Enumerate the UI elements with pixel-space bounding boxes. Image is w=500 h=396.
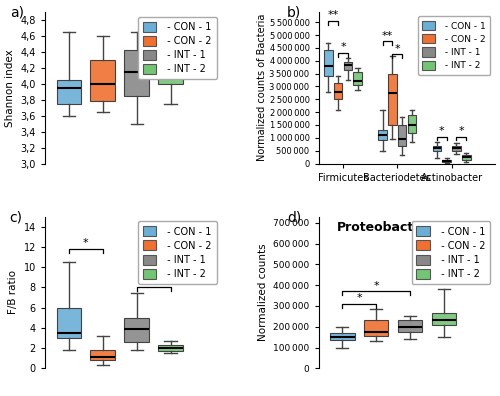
PathPatch shape (378, 130, 387, 141)
Legend:  - CON - 1,  - CON - 2,  - INT - 1,  - INT - 2: - CON - 1, - CON - 2, - INT - 1, - INT -… (412, 221, 490, 284)
PathPatch shape (124, 50, 149, 96)
PathPatch shape (330, 333, 354, 340)
PathPatch shape (344, 62, 352, 70)
Text: *: * (340, 42, 346, 52)
PathPatch shape (398, 125, 406, 146)
Text: c): c) (10, 211, 22, 225)
PathPatch shape (408, 115, 416, 133)
Legend:  - CON - 1,  - CON - 2,  - INT - 1,  - INT - 2: - CON - 1, - CON - 2, - INT - 1, - INT -… (138, 221, 216, 284)
PathPatch shape (90, 60, 115, 101)
Text: *: * (458, 126, 464, 136)
Y-axis label: Normalized counts: Normalized counts (258, 244, 268, 341)
Text: *: * (356, 293, 362, 303)
PathPatch shape (364, 320, 388, 336)
Text: d): d) (287, 211, 301, 225)
PathPatch shape (442, 160, 451, 162)
Text: b): b) (287, 6, 301, 20)
Text: *: * (439, 126, 444, 136)
Y-axis label: Normalized counts of Bacteria: Normalized counts of Bacteria (256, 14, 266, 162)
PathPatch shape (462, 154, 470, 160)
PathPatch shape (90, 350, 115, 360)
PathPatch shape (124, 318, 149, 342)
PathPatch shape (354, 72, 362, 85)
PathPatch shape (432, 146, 441, 151)
PathPatch shape (388, 74, 396, 125)
Text: *: * (151, 277, 156, 287)
Text: *: * (394, 44, 400, 53)
Text: *: * (83, 238, 88, 248)
PathPatch shape (56, 80, 81, 104)
PathPatch shape (398, 320, 422, 332)
Text: Proteobacteria: Proteobacteria (337, 221, 442, 234)
Text: **: ** (382, 30, 393, 41)
Y-axis label: Shannon index: Shannon index (5, 49, 15, 127)
PathPatch shape (158, 345, 183, 350)
Text: *: * (374, 281, 379, 291)
Text: **: ** (328, 10, 339, 20)
PathPatch shape (432, 313, 456, 325)
Legend:  - CON - 1,  - CON - 2,  - INT - 1,  - INT - 2: - CON - 1, - CON - 2, - INT - 1, - INT -… (418, 16, 490, 75)
Y-axis label: F/B ratio: F/B ratio (8, 270, 18, 314)
Legend:  - CON - 1,  - CON - 2,  - INT - 1,  - INT - 2: - CON - 1, - CON - 2, - INT - 1, - INT -… (138, 17, 216, 79)
PathPatch shape (334, 83, 342, 99)
PathPatch shape (324, 50, 332, 76)
PathPatch shape (452, 146, 460, 151)
PathPatch shape (158, 50, 183, 84)
Text: a): a) (10, 6, 24, 20)
PathPatch shape (56, 308, 81, 338)
